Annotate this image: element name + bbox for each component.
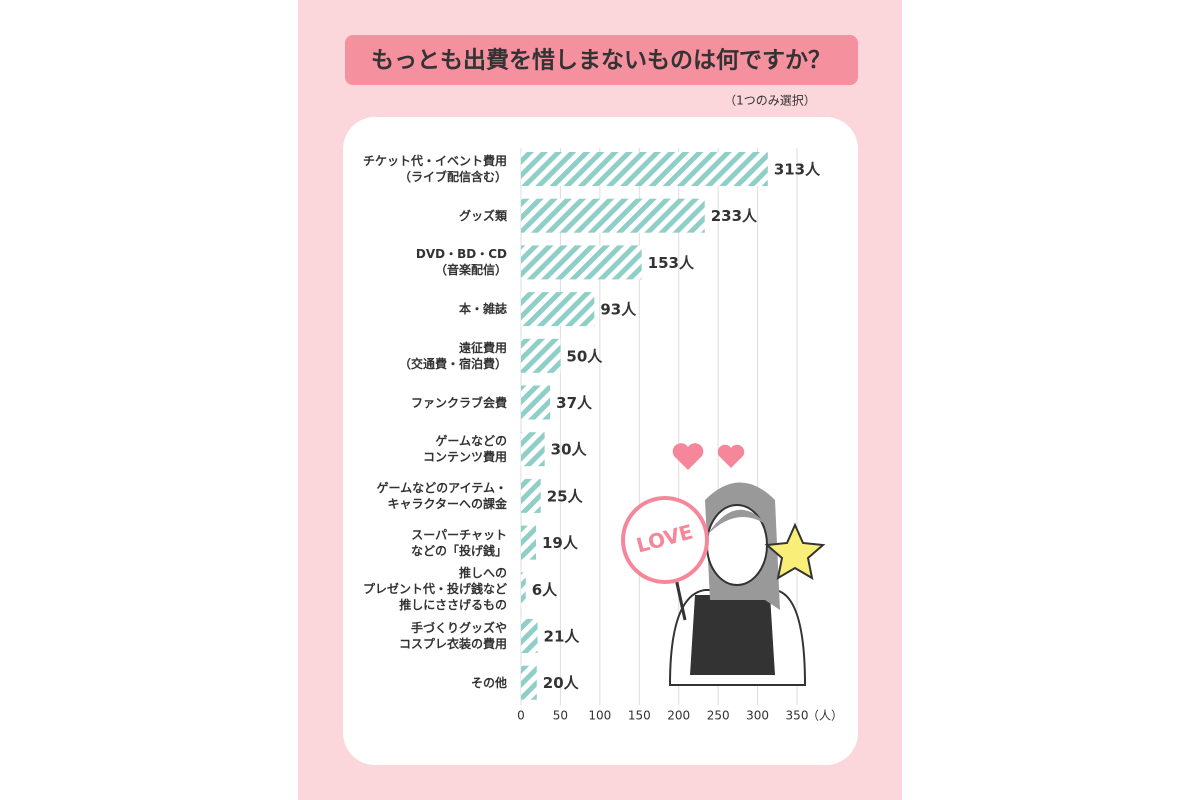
category-label: 手づくりグッズや コスプレ衣装の費用 xyxy=(398,621,507,651)
value-label: 50人 xyxy=(566,347,603,365)
bar xyxy=(521,619,538,653)
bar xyxy=(521,665,537,700)
category-label: チケット代・イベント費用 （ライブ配信含む） xyxy=(362,154,507,184)
x-axis-label: （人） xyxy=(807,709,843,723)
illustration: LOVE xyxy=(621,443,826,686)
subtitle: （1つのみ選択） xyxy=(724,94,816,108)
x-tick-label: 350 xyxy=(786,709,809,723)
bar xyxy=(521,572,526,607)
x-tick-label: 250 xyxy=(707,709,730,723)
bar xyxy=(521,385,551,420)
x-tick-label: 0 xyxy=(517,709,525,723)
value-label: 20人 xyxy=(543,674,580,692)
value-label: 153人 xyxy=(648,254,695,272)
chart-title: もっとも出費を惜しまないものは何ですか？ xyxy=(371,48,831,74)
value-label: 6人 xyxy=(532,581,558,599)
bar xyxy=(521,338,561,373)
category-label: 推しへの プレゼント代・投げ銭など 推しにささげるもの xyxy=(362,566,507,613)
bar xyxy=(521,245,642,280)
category-label: 遠征費用 （交通費・宿泊費） xyxy=(398,340,507,371)
value-label: 30人 xyxy=(551,441,588,459)
bar xyxy=(521,525,536,560)
x-tick-label: 200 xyxy=(667,709,690,723)
value-label: 233人 xyxy=(711,207,758,225)
bar xyxy=(521,432,545,467)
value-label: 25人 xyxy=(547,487,584,505)
category-label: グッズ類 xyxy=(458,208,507,223)
title-pill xyxy=(345,35,858,85)
value-label: 93人 xyxy=(600,301,637,319)
value-label: 313人 xyxy=(774,161,821,179)
bar xyxy=(521,198,705,233)
value-label: 19人 xyxy=(542,534,579,552)
category-label: その他 xyxy=(470,675,507,690)
x-tick-label: 100 xyxy=(588,709,611,723)
category-label: 本・雑誌 xyxy=(458,302,507,317)
bar xyxy=(521,152,768,186)
x-tick-label: 150 xyxy=(628,709,651,723)
category-label: DVD・BD・CD （音楽配信） xyxy=(415,247,507,278)
category-label: スーパーチャット などの「投げ銭」 xyxy=(410,527,507,558)
value-label: 21人 xyxy=(544,628,581,646)
value-label: 37人 xyxy=(556,394,593,412)
bar xyxy=(521,292,595,327)
bar xyxy=(521,478,541,513)
category-label: ゲームなどの コンテンツ費用 xyxy=(422,434,507,465)
category-label: ゲームなどのアイテム・ キャラクターへの課金 xyxy=(376,480,507,511)
x-tick-label: 50 xyxy=(553,709,568,723)
x-tick-label: 300 xyxy=(746,709,769,723)
category-label: ファンクラブ会費 xyxy=(410,395,507,410)
